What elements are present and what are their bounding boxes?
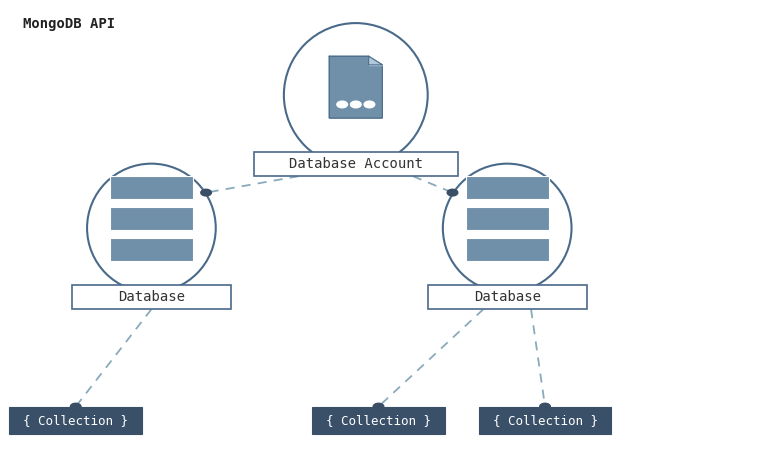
FancyBboxPatch shape — [466, 238, 549, 261]
Ellipse shape — [443, 164, 572, 292]
Circle shape — [373, 403, 384, 410]
Circle shape — [70, 403, 81, 410]
FancyBboxPatch shape — [466, 176, 549, 199]
Circle shape — [447, 189, 458, 196]
FancyBboxPatch shape — [110, 238, 193, 261]
FancyBboxPatch shape — [72, 285, 231, 309]
Text: Database: Database — [474, 290, 540, 304]
Polygon shape — [329, 56, 382, 118]
Polygon shape — [369, 56, 382, 65]
Circle shape — [364, 101, 375, 108]
FancyBboxPatch shape — [478, 407, 611, 434]
FancyBboxPatch shape — [428, 285, 587, 309]
Ellipse shape — [284, 23, 428, 167]
FancyBboxPatch shape — [466, 207, 549, 230]
Circle shape — [337, 101, 347, 108]
Circle shape — [201, 189, 211, 196]
Text: Database: Database — [118, 290, 185, 304]
Text: { Collection }: { Collection } — [326, 414, 431, 427]
Circle shape — [350, 101, 361, 108]
Text: MongoDB API: MongoDB API — [23, 17, 115, 30]
Circle shape — [540, 403, 550, 410]
FancyBboxPatch shape — [10, 407, 142, 434]
FancyBboxPatch shape — [110, 176, 193, 199]
FancyBboxPatch shape — [110, 207, 193, 230]
FancyBboxPatch shape — [254, 152, 458, 176]
Text: { Collection }: { Collection } — [493, 414, 597, 427]
Text: { Collection }: { Collection } — [23, 414, 128, 427]
Ellipse shape — [87, 164, 216, 292]
Text: Database Account: Database Account — [288, 157, 423, 171]
FancyBboxPatch shape — [312, 407, 444, 434]
